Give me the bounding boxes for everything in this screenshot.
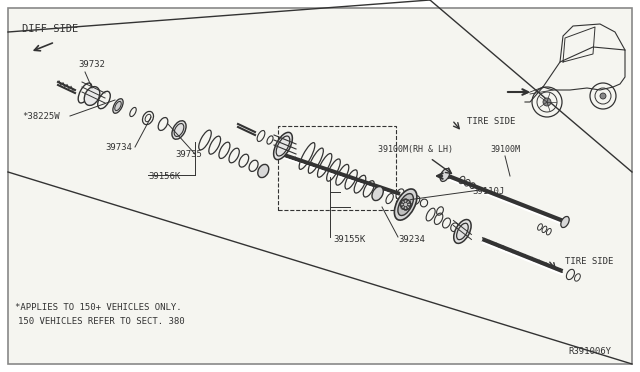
Text: *APPLIES TO 150+ VEHICLES ONLY.: *APPLIES TO 150+ VEHICLES ONLY. xyxy=(15,303,182,312)
Circle shape xyxy=(543,98,551,106)
Text: 39732: 39732 xyxy=(78,60,105,69)
Text: 150 VEHICLES REFER TO SECT. 380: 150 VEHICLES REFER TO SECT. 380 xyxy=(18,317,184,326)
Text: 39100M(RH & LH): 39100M(RH & LH) xyxy=(378,145,453,154)
Ellipse shape xyxy=(84,87,100,105)
Bar xyxy=(278,126,396,210)
Ellipse shape xyxy=(258,164,269,177)
Text: 39110J: 39110J xyxy=(472,187,504,196)
Text: 39100M: 39100M xyxy=(490,145,520,154)
Text: 39156K: 39156K xyxy=(148,172,180,181)
Circle shape xyxy=(600,93,606,99)
Text: 39234: 39234 xyxy=(398,235,425,244)
Ellipse shape xyxy=(172,121,186,139)
Ellipse shape xyxy=(561,217,569,228)
Ellipse shape xyxy=(440,169,450,182)
Text: DIFF SIDE: DIFF SIDE xyxy=(22,24,78,34)
Ellipse shape xyxy=(113,99,123,113)
Text: 39155K: 39155K xyxy=(333,235,365,244)
Text: R391006Y: R391006Y xyxy=(568,347,611,356)
Ellipse shape xyxy=(274,132,292,160)
Text: *38225W: *38225W xyxy=(22,112,60,121)
Text: TIRE SIDE: TIRE SIDE xyxy=(467,117,515,126)
Ellipse shape xyxy=(394,189,417,220)
Text: 39735: 39735 xyxy=(175,150,202,159)
Ellipse shape xyxy=(372,186,383,201)
Text: 39734: 39734 xyxy=(105,143,132,152)
Ellipse shape xyxy=(454,219,471,243)
Ellipse shape xyxy=(398,193,413,215)
Text: TIRE SIDE: TIRE SIDE xyxy=(565,257,613,266)
